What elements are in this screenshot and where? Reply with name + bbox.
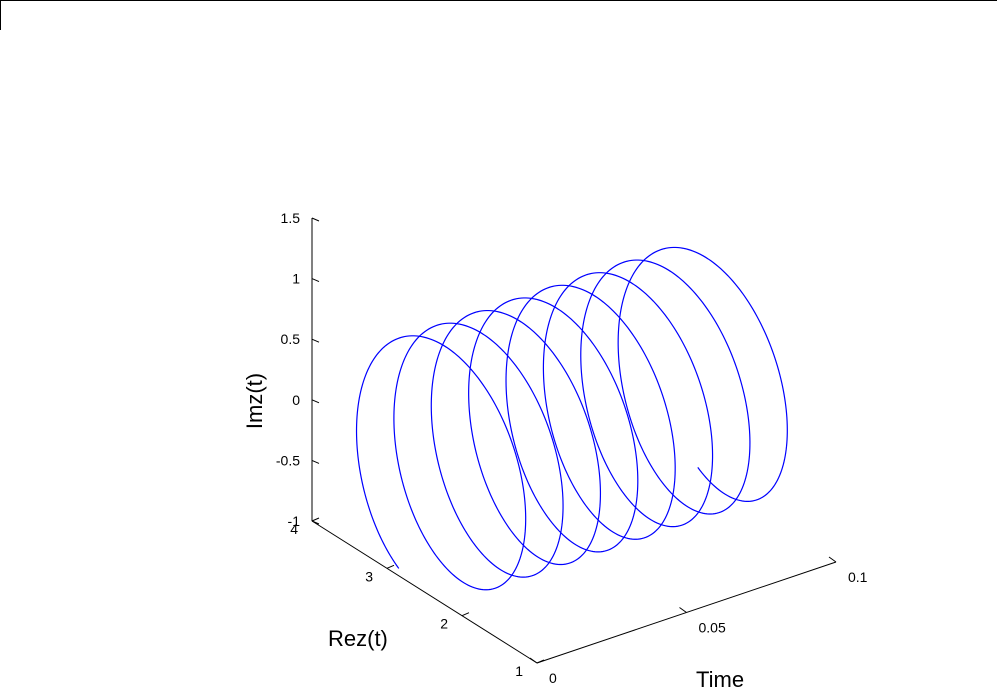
z-tick-label: 1.5 xyxy=(281,210,301,226)
window-frame-top xyxy=(0,0,997,1)
y-tick-label: 1 xyxy=(515,663,523,679)
x-tick-label: 0.05 xyxy=(699,620,726,636)
y-axis-title: Rez(t) xyxy=(328,626,388,651)
axis-ticks xyxy=(311,217,837,664)
z-tick xyxy=(311,459,320,464)
z-tick xyxy=(311,399,320,404)
z-tick-label: 1 xyxy=(292,271,300,287)
y-tick xyxy=(461,612,470,617)
y-tick-label: 4 xyxy=(290,521,298,537)
z-tick xyxy=(311,278,320,283)
z-tick-label: -1 xyxy=(288,513,301,529)
x-tick-label: 0.1 xyxy=(848,569,868,585)
y-tick-label: 2 xyxy=(440,616,448,632)
y-tick-label: 3 xyxy=(365,568,373,584)
y-axis-line xyxy=(311,520,538,664)
z-tick-label: 0.5 xyxy=(281,331,301,347)
y-tick xyxy=(311,517,320,522)
axis-tick-labels: 0 0.05 0.1 1 2 3 4-1 -0.5 0 0.5 1 1.5 xyxy=(276,210,868,686)
x-tick-label: 0 xyxy=(549,670,557,686)
x-tick xyxy=(529,657,538,664)
z-tick-label: -0.5 xyxy=(276,452,300,468)
x-tick xyxy=(679,607,687,613)
x-axis-title: Time xyxy=(696,667,744,691)
axes-lines xyxy=(311,218,837,664)
z-tick xyxy=(311,217,320,222)
y-tick xyxy=(386,564,395,569)
z-tick-label: 0 xyxy=(292,392,300,408)
x-tick xyxy=(828,556,837,563)
y-tick xyxy=(536,659,545,664)
z-tick xyxy=(311,520,320,525)
window-frame-left xyxy=(0,0,1,30)
z-axis-title: Imz(t) xyxy=(242,373,267,429)
series-line xyxy=(355,246,788,591)
z-tick xyxy=(311,338,320,343)
